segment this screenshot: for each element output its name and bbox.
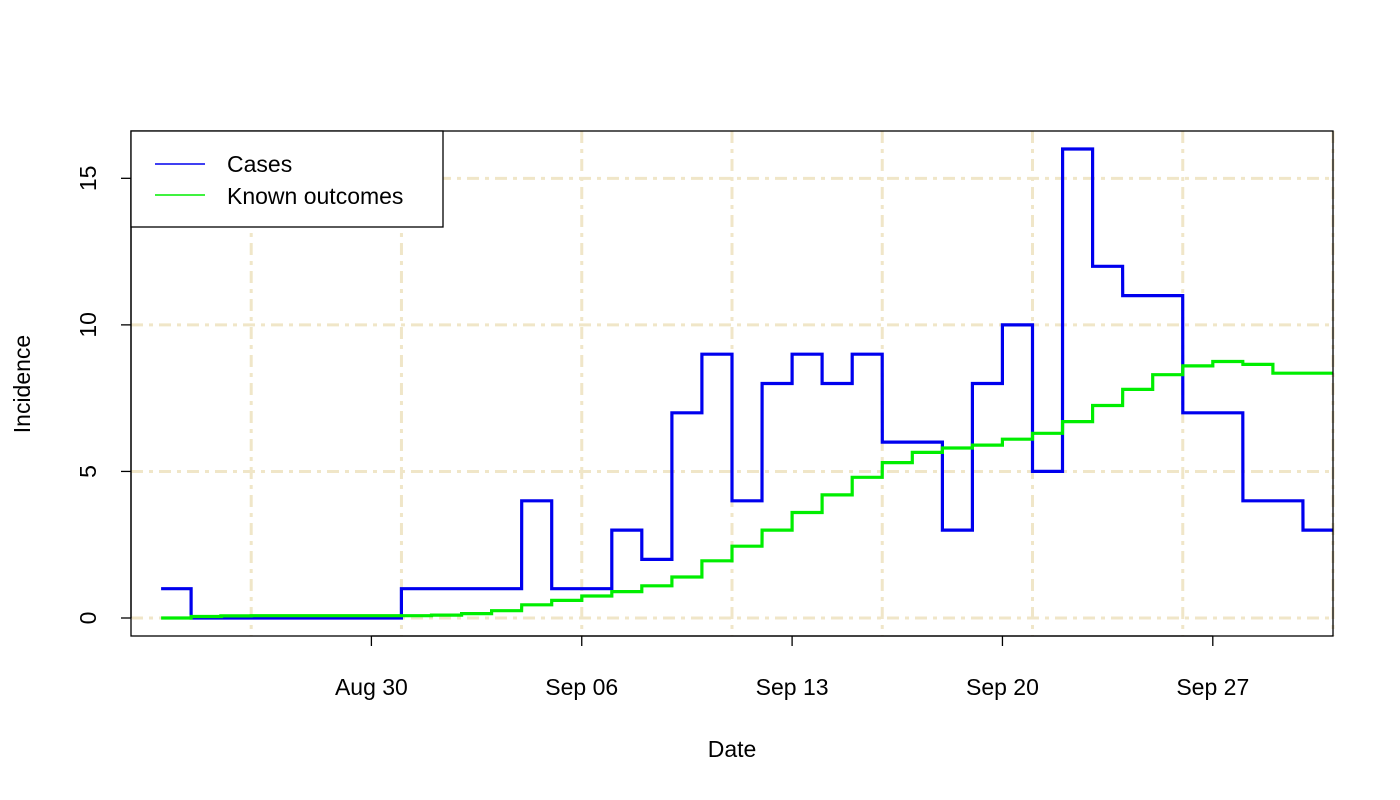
- y-tick-label: 10: [75, 312, 101, 338]
- x-tick-label: Sep 27: [1176, 674, 1249, 700]
- y-tick-label: 5: [75, 465, 101, 478]
- x-axis-label: Date: [708, 736, 757, 762]
- x-axis: Aug 30 Sep 06 Sep 13 Sep 20 Sep 27: [335, 635, 1249, 700]
- x-tick-label: Aug 30: [335, 674, 408, 700]
- x-tick-label: Sep 06: [545, 674, 618, 700]
- y-tick-label: 0: [75, 612, 101, 625]
- series-lines: [161, 147, 1333, 620]
- legend-label-known-outcomes: Known outcomes: [227, 183, 403, 209]
- series-line-known-outcomes: [161, 359, 1333, 620]
- x-tick-label: Sep 20: [966, 674, 1039, 700]
- legend-label-cases: Cases: [227, 151, 292, 177]
- legend-box: [130, 130, 444, 228]
- legend: Cases Known outcomes: [130, 130, 444, 228]
- y-axis: 0 5 10 15: [75, 166, 132, 625]
- x-tick-label: Sep 13: [756, 674, 829, 700]
- y-axis-label: Incidence: [9, 335, 35, 433]
- series-line-cases: [161, 147, 1333, 620]
- y-tick-label: 15: [75, 166, 101, 192]
